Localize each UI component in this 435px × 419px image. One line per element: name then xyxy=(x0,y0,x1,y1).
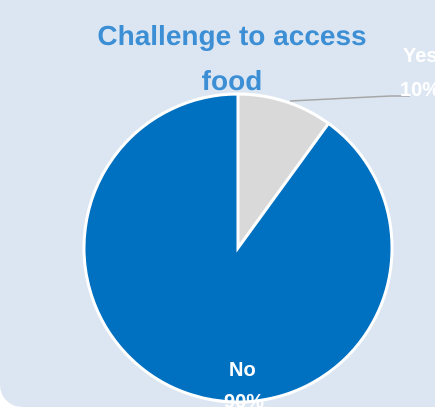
pie-slices xyxy=(82,92,394,404)
chart-panel: Challenge to access food Yes 10% No 90% xyxy=(0,0,435,407)
chart-title-line-2: food xyxy=(202,65,263,96)
leader-line-yes xyxy=(289,95,410,102)
pie-chart: Challenge to access food Yes 10% No 90% xyxy=(82,20,435,407)
slice-label-yes-category: Yes xyxy=(403,45,435,67)
pie-slice-yes xyxy=(236,92,331,253)
slice-label-yes-value: 10% xyxy=(400,79,435,101)
pie-labels: Yes 10% No 90% xyxy=(224,45,435,407)
chart-title-line-1: Challenge to access xyxy=(97,20,366,51)
slice-label-no-value: 90% xyxy=(224,391,264,407)
slice-label-no-category: No xyxy=(229,359,256,381)
pie-slice-no xyxy=(82,92,394,404)
